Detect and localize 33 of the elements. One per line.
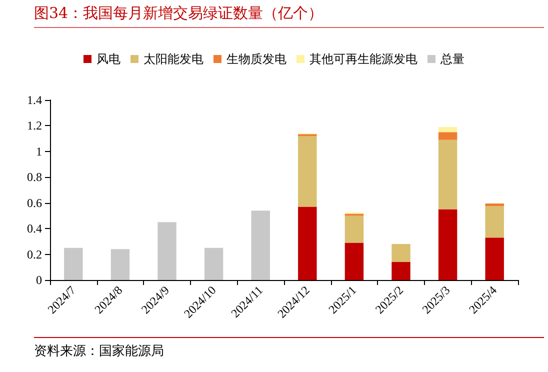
y-tick-label: 0 (36, 273, 42, 287)
bar (110, 249, 130, 280)
legend-label: 风电 (96, 52, 120, 66)
bar (298, 136, 317, 207)
y-tick-label: 0.2 (27, 247, 42, 262)
bar (485, 204, 504, 206)
bar (438, 127, 458, 132)
chart-title: 图34：我国每月新增交易绿证数量（亿个） (34, 4, 544, 28)
y-tick-label: 1 (36, 144, 42, 158)
bar (158, 222, 176, 280)
legend-label: 其他可再生能源发电 (310, 52, 418, 66)
bar (298, 206, 317, 280)
bar (438, 209, 458, 280)
bar (204, 248, 224, 280)
bar (251, 210, 270, 280)
bar (344, 216, 364, 243)
legend-label: 总量 (440, 52, 464, 66)
bar (392, 262, 410, 280)
legend-label: 生物质发电 (226, 52, 286, 66)
y-tick-label: 1.2 (27, 118, 42, 133)
legend-label: 太阳能发电 (144, 52, 204, 66)
bar (438, 140, 458, 210)
bar (392, 244, 410, 262)
y-tick-label: 1.4 (27, 93, 42, 107)
bar (64, 248, 83, 280)
bar (485, 206, 504, 238)
y-tick-label: 0.8 (27, 170, 42, 184)
bar (485, 238, 504, 280)
bar (344, 242, 364, 280)
bar (438, 132, 458, 140)
y-tick-label: 0.6 (27, 196, 42, 210)
y-tick-label: 0.4 (27, 222, 42, 236)
text: 资料来源：国家能源局 (34, 337, 544, 360)
